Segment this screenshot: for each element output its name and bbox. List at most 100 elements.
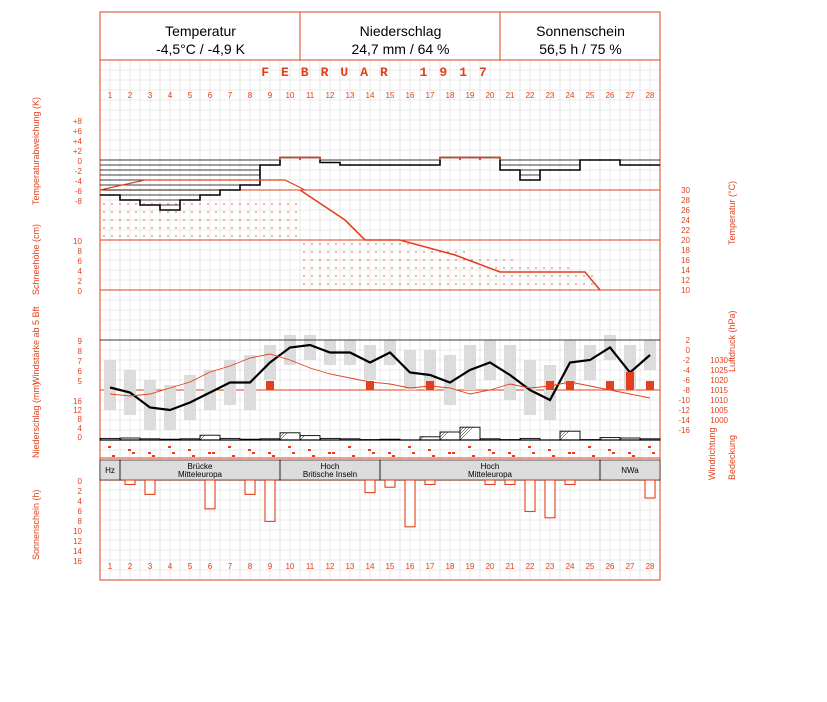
snow-dot xyxy=(215,227,217,229)
temp-range-bar xyxy=(444,355,456,405)
wind-dir-mark xyxy=(328,452,331,454)
snow-dot xyxy=(279,203,281,205)
snow-dot xyxy=(359,267,361,269)
snow-dot xyxy=(135,219,137,221)
snow-dot xyxy=(591,275,593,277)
snow-dot xyxy=(207,211,209,213)
snow-dot xyxy=(303,283,305,285)
temp-range-bar xyxy=(304,335,316,360)
day-label-top: 7 xyxy=(228,91,233,100)
temp-range-bar xyxy=(424,350,436,390)
cover-mark xyxy=(552,455,555,457)
snow-dot xyxy=(167,203,169,205)
sun-bar xyxy=(484,479,496,486)
temp-dev-tick: 0 xyxy=(78,157,83,166)
snow-dot xyxy=(375,267,377,269)
wind-dir-mark xyxy=(288,446,291,448)
snow-dot xyxy=(391,267,393,269)
snow-dot xyxy=(247,203,249,205)
pressure-temp-tick: -6 xyxy=(683,376,691,385)
wind-bar xyxy=(566,381,574,390)
temperature-tick: 26 xyxy=(681,206,690,215)
sun-summary-title: Sonnenschein xyxy=(536,23,625,39)
day-label-bottom: 27 xyxy=(626,562,635,571)
wind-dir-mark xyxy=(608,449,611,451)
pressure-tick: 1000 xyxy=(710,416,728,425)
precip-hatch xyxy=(279,432,288,441)
wind-dir-mark xyxy=(648,446,651,448)
snow-dot xyxy=(399,275,401,277)
snow-dot xyxy=(199,219,201,221)
snow-dot xyxy=(351,267,353,269)
snow-dot xyxy=(551,267,553,269)
snow-dot xyxy=(215,235,217,237)
snow-dot xyxy=(111,235,113,237)
wind-bar xyxy=(646,381,654,390)
snow-dot xyxy=(439,251,441,253)
sun-bar xyxy=(384,479,396,488)
temperature-tick: 30 xyxy=(681,186,690,195)
snow-dot xyxy=(247,235,249,237)
snow-dot xyxy=(127,235,129,237)
snow-dot xyxy=(183,235,185,237)
pressure-temp-tick: -12 xyxy=(678,406,690,415)
cover-mark xyxy=(212,452,215,454)
snow-dot xyxy=(447,283,449,285)
snow-dot xyxy=(455,251,457,253)
sun-bar xyxy=(524,479,536,513)
temp-range-bar xyxy=(464,345,476,390)
snow-dot xyxy=(367,275,369,277)
snow-dot xyxy=(351,243,353,245)
snow-dot xyxy=(559,275,561,277)
pressure-temp-tick: -2 xyxy=(683,356,691,365)
snow-dot xyxy=(175,235,177,237)
snow-dot xyxy=(423,267,425,269)
snow-dot xyxy=(471,275,473,277)
wind-dir-mark xyxy=(228,446,231,448)
precip-summary-title: Niederschlag xyxy=(359,23,442,39)
snow-dot xyxy=(343,275,345,277)
snow-dot xyxy=(439,283,441,285)
day-label-top: 4 xyxy=(168,91,173,100)
cover-mark xyxy=(572,452,575,454)
snow-dot xyxy=(207,203,209,205)
weather-type-label: Mitteleuropa xyxy=(468,470,513,479)
snow-dot xyxy=(151,227,153,229)
snow-dot xyxy=(351,259,353,261)
day-label-bottom: 24 xyxy=(566,562,575,571)
snow-dot xyxy=(255,203,257,205)
snow-dot xyxy=(359,275,361,277)
temp-dev-tick: +4 xyxy=(73,137,83,146)
snow-dot xyxy=(327,259,329,261)
snow-dot xyxy=(519,283,521,285)
snow-dot xyxy=(271,219,273,221)
snow-dot xyxy=(559,283,561,285)
wind-dir-mark xyxy=(308,449,311,451)
pressure-tick: 1020 xyxy=(710,376,728,385)
snow-dot xyxy=(191,219,193,221)
snow-dot xyxy=(567,275,569,277)
snow-dot xyxy=(263,219,265,221)
snow-dot xyxy=(583,283,585,285)
day-label-bottom: 19 xyxy=(466,562,475,571)
snow-dot xyxy=(295,235,297,237)
snow-dot xyxy=(127,227,129,229)
wind-dir-mark xyxy=(548,449,551,451)
temp-mean-line xyxy=(109,343,651,412)
snow-dot xyxy=(135,203,137,205)
snow-dot xyxy=(199,203,201,205)
snow-dot xyxy=(343,283,345,285)
snow-dot xyxy=(495,283,497,285)
cover-mark xyxy=(432,455,435,457)
snow-dot xyxy=(343,251,345,253)
snow-dot xyxy=(495,267,497,269)
snow-dot xyxy=(367,243,369,245)
temp-range-bar xyxy=(504,345,516,400)
day-label-top: 14 xyxy=(366,91,375,100)
day-label-top: 25 xyxy=(586,91,595,100)
snow-dot xyxy=(455,275,457,277)
temp-dev-tick: +2 xyxy=(73,147,83,156)
snow-dot xyxy=(303,259,305,261)
snow-dot xyxy=(103,235,105,237)
